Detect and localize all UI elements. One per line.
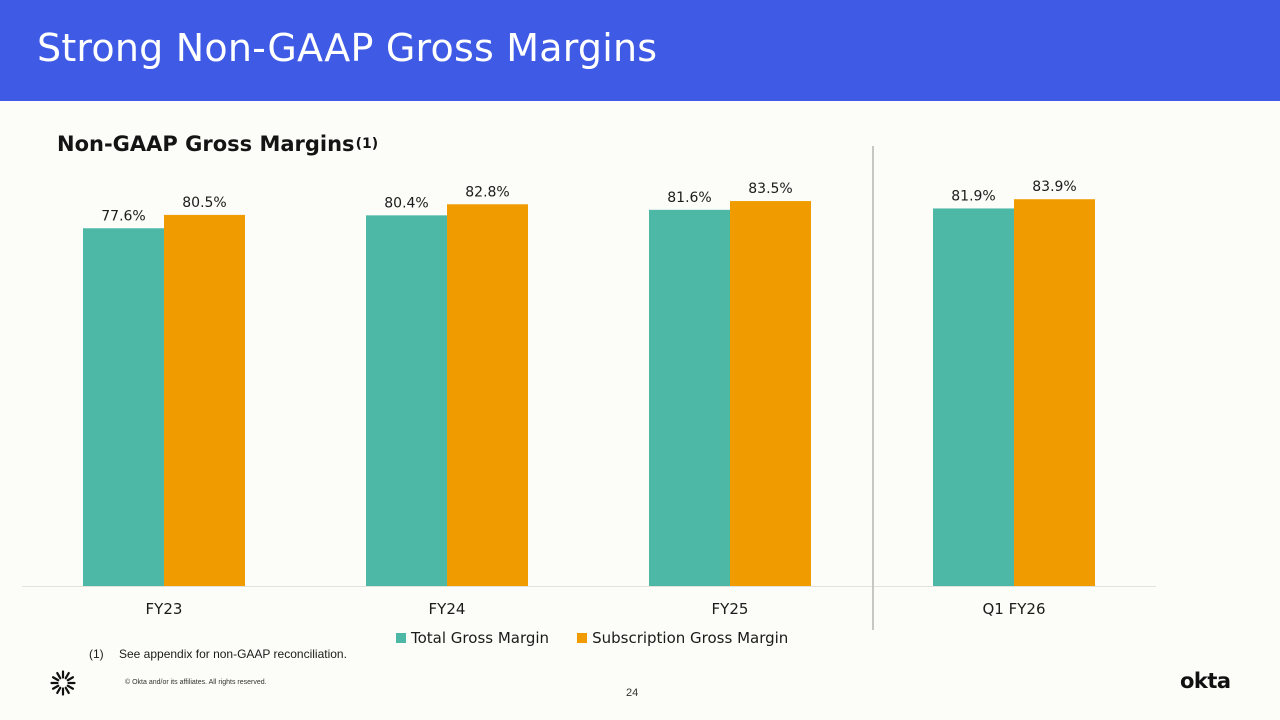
bar-subscription-1 [447, 204, 528, 587]
legend-label-subscription: Subscription Gross Margin [592, 629, 789, 647]
sunburst-ray [66, 684, 75, 690]
bar-total-1 [366, 215, 447, 586]
sunburst-ray [56, 671, 62, 680]
sunburst-ray [51, 676, 60, 682]
copyright-text: © Okta and/or its affiliates. All rights… [125, 679, 267, 686]
bar-total-0 [83, 228, 164, 586]
chart-title-text: Non-GAAP Gross Margins [57, 132, 355, 156]
legend-swatch-total [396, 633, 406, 643]
bar-total-2 [649, 209, 730, 586]
footnote: (1) See appendix for non-GAAP reconciliat… [89, 647, 347, 661]
footnote-marker: (1) [89, 647, 104, 661]
sunburst-ray [64, 686, 70, 695]
data-label-total-2: 81.6% [667, 190, 711, 206]
data-label-total-1: 80.4% [384, 195, 428, 211]
bar-subscription-3 [1014, 199, 1095, 586]
sunburst-ray [64, 671, 70, 680]
bar-subscription-2 [730, 201, 811, 586]
x-tick-label-0: FY23 [146, 600, 183, 618]
chart-title: Non-GAAP Gross Margins(1) [57, 132, 378, 156]
sunburst-ray [51, 684, 60, 690]
sunburst-ray [66, 676, 75, 682]
chart-title-footnote-marker: (1) [355, 136, 379, 152]
data-label-subscription-3: 83.9% [1032, 179, 1076, 195]
legend-label-total: Total Gross Margin [411, 629, 550, 647]
bar-total-3 [933, 208, 1014, 587]
data-label-subscription-1: 82.8% [465, 184, 509, 200]
data-label-subscription-0: 80.5% [182, 195, 226, 211]
chart-legend: Total Gross Margin Subscription Gross Ma… [396, 628, 816, 648]
page-title: Strong Non-GAAP Gross Margins [37, 26, 658, 70]
header-bar: Strong Non-GAAP Gross Margins [0, 0, 1280, 101]
legend-item-total: Total Gross Margin [396, 629, 549, 647]
page-number: 24 [626, 687, 639, 699]
sunburst-ray [56, 686, 62, 695]
data-label-total-3: 81.9% [951, 188, 995, 204]
data-label-total-0: 77.6% [101, 208, 145, 224]
footnote-text: See appendix for non-GAAP reconciliation… [119, 647, 347, 661]
sunburst-logo-icon [50, 670, 76, 696]
legend-item-subscription: Subscription Gross Margin [577, 629, 788, 647]
bar-subscription-0 [164, 214, 245, 586]
legend-swatch-subscription [577, 633, 588, 643]
x-tick-label-1: FY24 [429, 600, 466, 618]
x-tick-label-3: Q1 FY26 [983, 600, 1046, 618]
x-tick-label-2: FY25 [712, 600, 749, 618]
data-label-subscription-2: 83.5% [748, 181, 792, 197]
okta-logo: okta [1180, 669, 1231, 693]
